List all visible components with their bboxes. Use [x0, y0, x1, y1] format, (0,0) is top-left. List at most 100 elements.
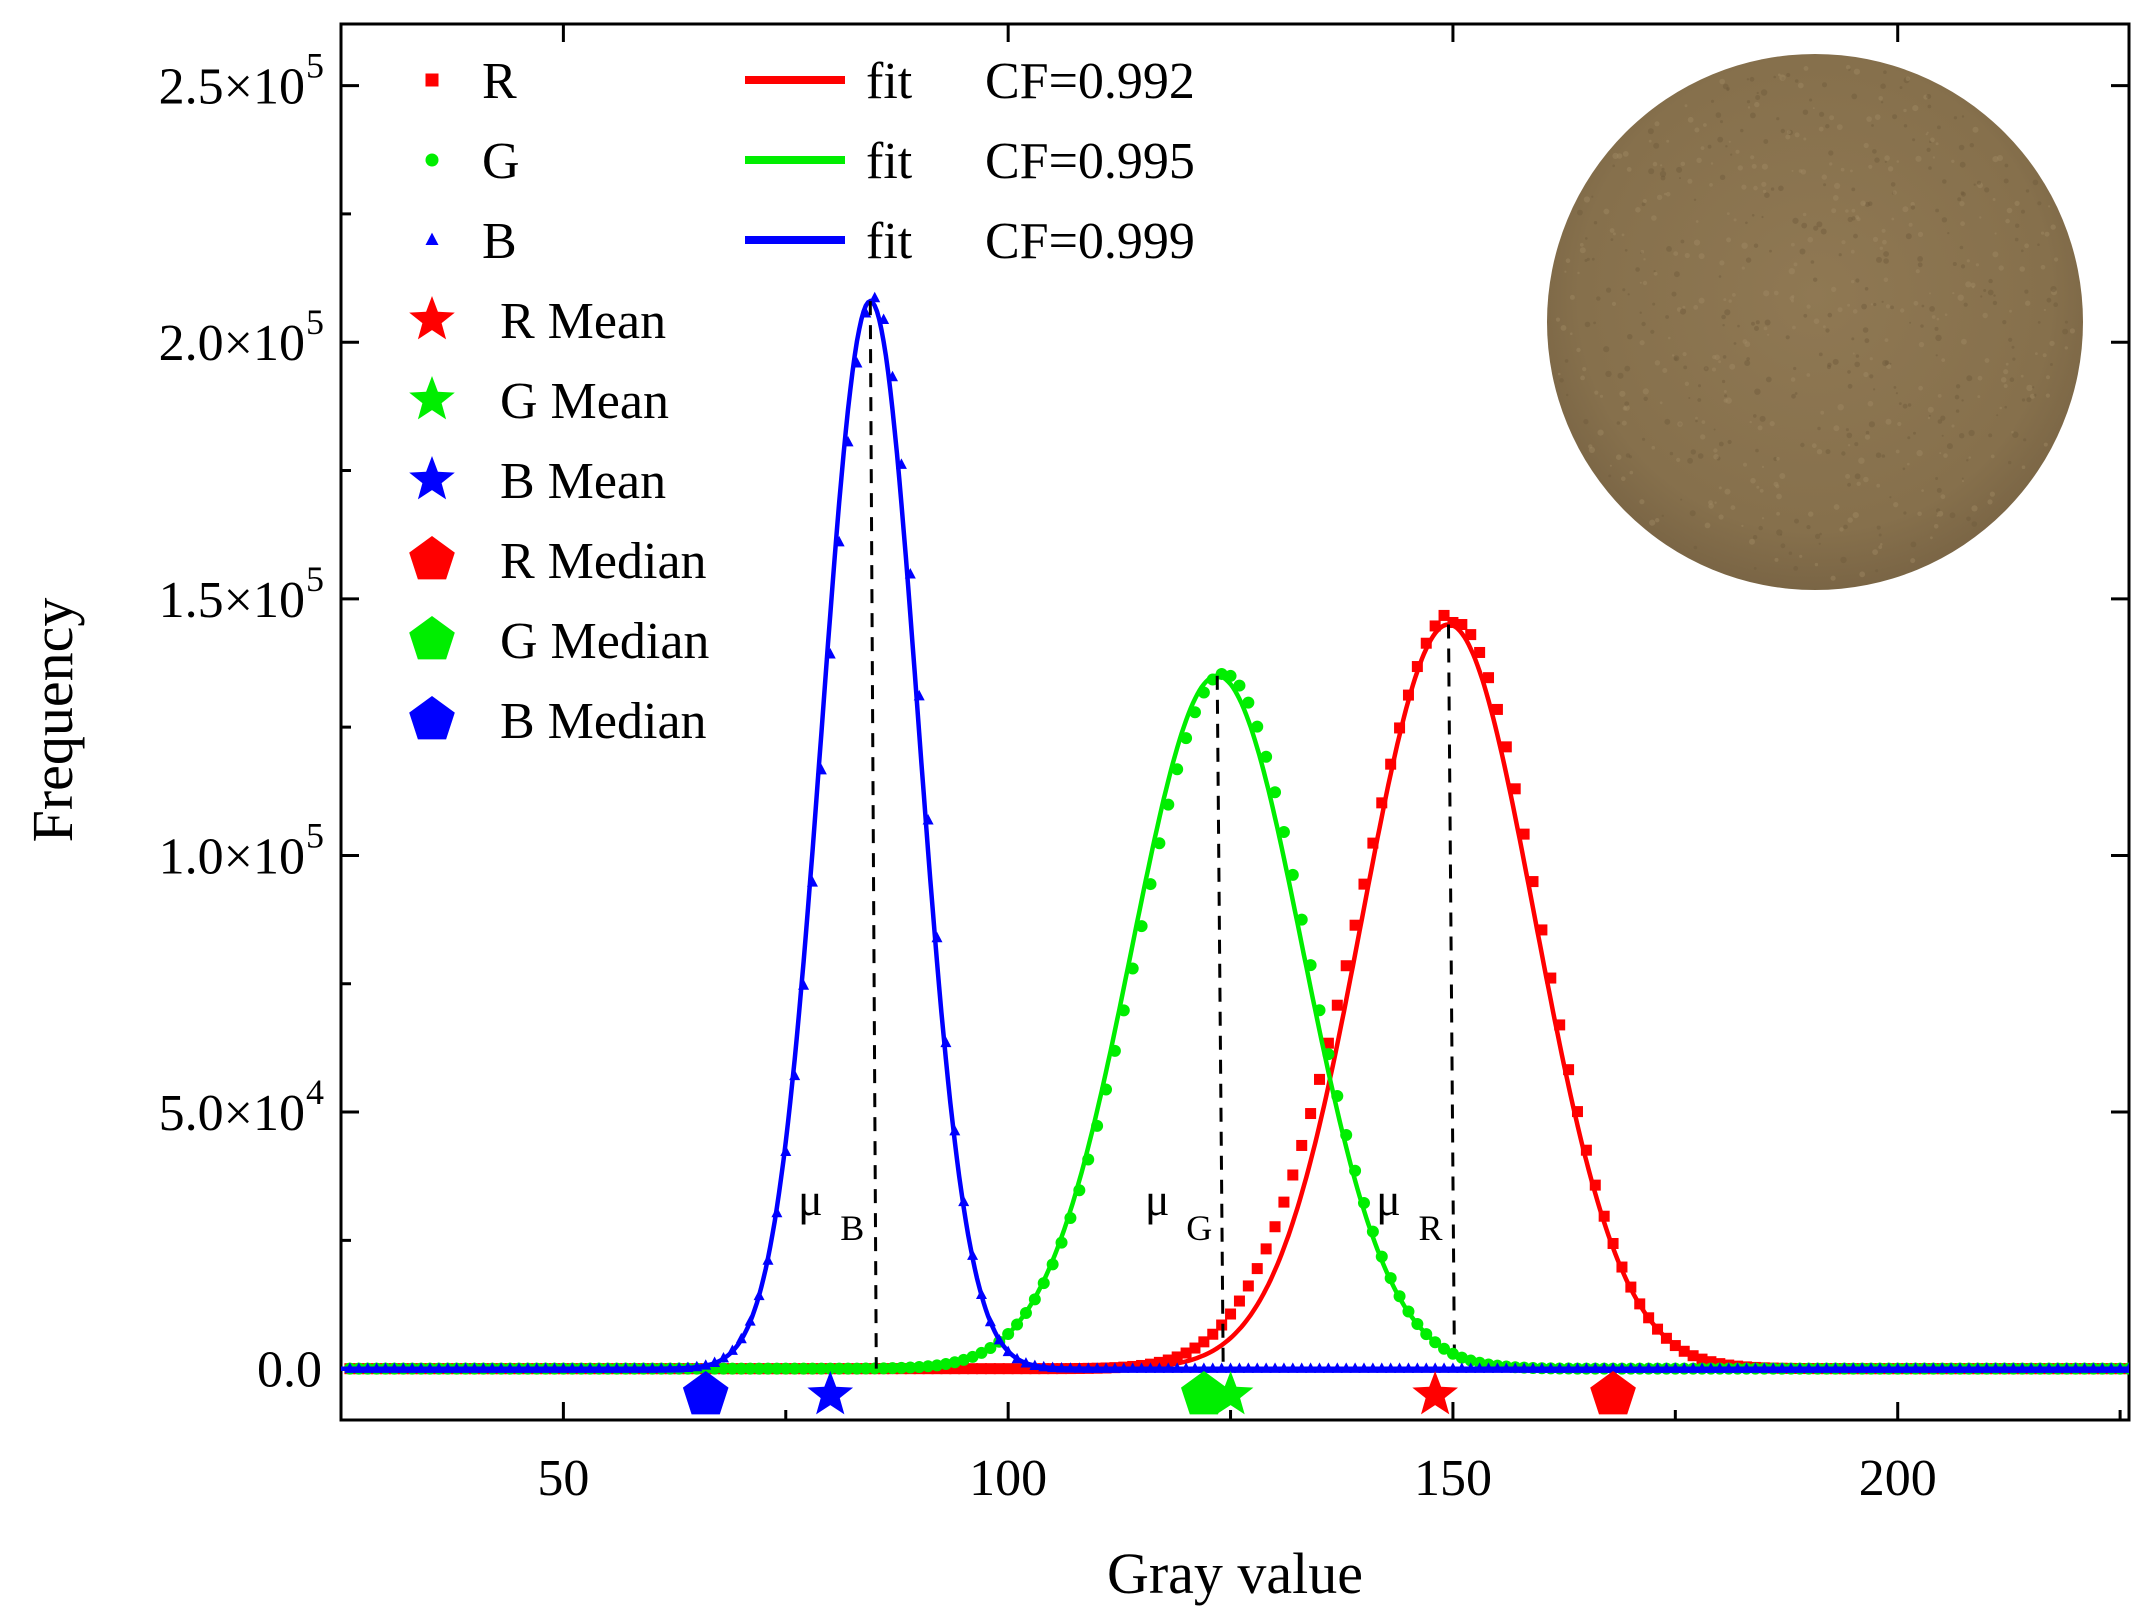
data-point-B [1322, 1362, 1334, 1373]
data-point-B [1536, 1362, 1548, 1373]
data-point-B [433, 1362, 445, 1373]
data-point-G [1082, 1153, 1095, 1166]
inset-speck [1935, 354, 1938, 357]
inset-speck [1713, 428, 1716, 431]
inset-speck [1802, 212, 1807, 217]
inset-speck [2004, 163, 2009, 168]
inset-speck [2005, 218, 2010, 224]
inset-speck [1902, 206, 1909, 213]
data-point-R [958, 1363, 970, 1375]
mu-line-R [1446, 624, 1456, 1369]
data-point-B [1233, 1362, 1245, 1373]
legend-fit-label-G: fit [866, 133, 913, 190]
inset-speck [1937, 510, 1944, 517]
inset-speck [1786, 130, 1791, 135]
inset-speck [1749, 538, 1755, 545]
data-point-G [1420, 1328, 1433, 1341]
data-point-R [1678, 1345, 1690, 1357]
inset-speck [1900, 308, 1905, 313]
inset-speck [1612, 152, 1619, 159]
data-point-R [1287, 1169, 1299, 1181]
inset-speck [1961, 477, 1964, 480]
inset-speck [1932, 156, 1936, 159]
inset-speck [1763, 290, 1770, 297]
inset-speck [1926, 94, 1932, 99]
data-point-G [1002, 1327, 1015, 1340]
inset-speck [1746, 357, 1750, 361]
inset-speck [1977, 180, 1981, 185]
inset-speck [1781, 77, 1785, 81]
inset-speck [1577, 209, 1583, 216]
data-point-R [1340, 960, 1352, 972]
inset-speck [1951, 159, 1955, 163]
inset-speck [1961, 338, 1967, 345]
data-point-B [806, 876, 818, 887]
inset-speck [1639, 499, 1645, 505]
inset-speck [1977, 375, 1983, 381]
inset-speck [1755, 320, 1760, 325]
inset-sample-photo [1547, 54, 2083, 590]
inset-speck [1822, 82, 1827, 88]
inset-speck [1867, 400, 1874, 407]
inset-speck [1780, 128, 1786, 134]
inset-speck [1807, 236, 1814, 243]
inset-speck [1818, 542, 1821, 545]
mean-marker-R [1412, 1371, 1458, 1415]
inset-speck [1963, 302, 1968, 307]
legend-cf-R: CF=0.992 [985, 53, 1195, 110]
inset-speck [2049, 363, 2053, 366]
inset-speck [1569, 294, 1575, 300]
x-tick-label: 150 [1414, 1450, 1492, 1507]
inset-speck [1708, 503, 1714, 509]
legend-stat-label: R Mean [500, 293, 666, 350]
mu-line-G [1215, 675, 1225, 1369]
data-point-B [1829, 1362, 1841, 1373]
inset-speck [1676, 166, 1683, 173]
mu-line-B [868, 301, 878, 1369]
legend-median-marker-G [409, 616, 455, 660]
inset-speck [1959, 161, 1966, 168]
inset-speck [1762, 189, 1767, 194]
data-point-B [1500, 1362, 1512, 1373]
inset-speck [1905, 76, 1911, 81]
inset-speck [2019, 266, 2025, 272]
data-point-G [1180, 732, 1193, 745]
data-point-R [1376, 797, 1388, 809]
inset-speck [1883, 251, 1889, 257]
inset-speck [2026, 397, 2032, 403]
inset-speck [1579, 247, 1586, 254]
inset-speck [1785, 335, 1790, 340]
data-point-B [1990, 1362, 2002, 1373]
inset-speck [1826, 364, 1832, 370]
inset-speck [1690, 449, 1697, 455]
data-point-G [761, 1362, 774, 1375]
inset-speck [1676, 457, 1681, 462]
inset-speck [1797, 82, 1804, 89]
inset-speck [1674, 271, 1680, 278]
inset-speck [1966, 459, 1969, 462]
data-point-B [1652, 1362, 1664, 1373]
data-point-G [1251, 720, 1264, 733]
data-point-R [1242, 1280, 1254, 1292]
data-point-G [1429, 1336, 1442, 1349]
inset-speck [1884, 338, 1889, 342]
inset-speck [1897, 421, 1902, 427]
inset-speck [1850, 169, 1853, 173]
data-point-B [1963, 1362, 1975, 1373]
inset-speck [1960, 191, 1965, 196]
inset-speck [1779, 473, 1786, 479]
data-point-B [1394, 1362, 1406, 1373]
data-point-G [1037, 1277, 1050, 1290]
inset-speck [1605, 370, 1612, 378]
inset-speck [1718, 275, 1722, 278]
inset-speck [1968, 456, 1972, 459]
inset-speck [1751, 163, 1757, 169]
inset-speck [1864, 287, 1869, 291]
inset-speck [1915, 269, 1920, 274]
inset-speck [1944, 313, 1948, 317]
inset-speck [1724, 394, 1728, 398]
data-point-B [1447, 1362, 1459, 1373]
data-point-B [1118, 1362, 1130, 1373]
data-point-G [1064, 1211, 1077, 1224]
inset-speck [1794, 518, 1799, 524]
